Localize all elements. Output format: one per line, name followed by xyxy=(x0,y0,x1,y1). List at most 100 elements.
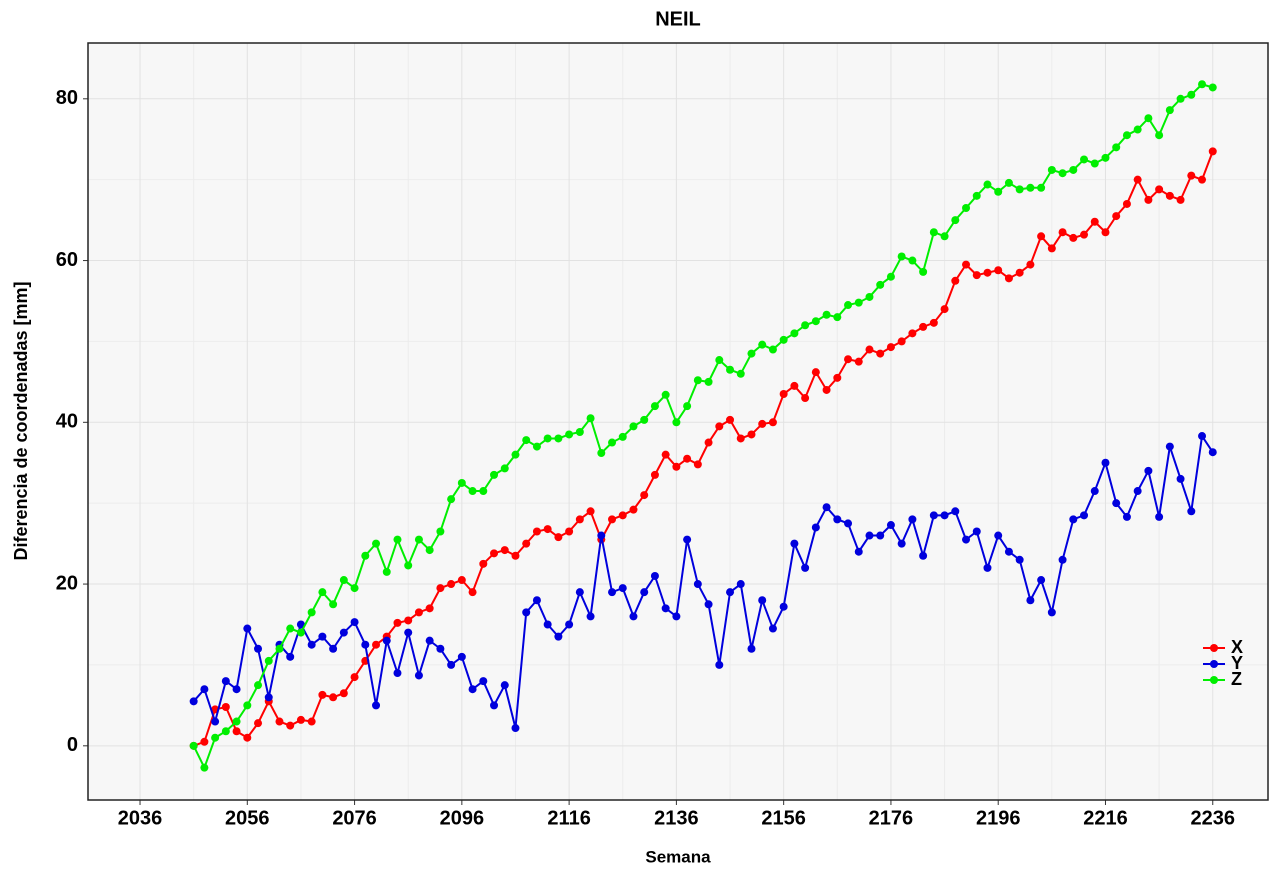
data-point xyxy=(1122,131,1131,140)
data-point xyxy=(1090,487,1099,496)
data-point xyxy=(726,365,735,374)
data-point xyxy=(575,588,584,597)
data-point xyxy=(1004,274,1013,283)
y-tick-label: 60 xyxy=(56,249,78,271)
data-point xyxy=(543,525,552,534)
data-point xyxy=(307,717,316,726)
data-point xyxy=(382,636,391,645)
data-point xyxy=(1144,466,1153,475)
data-point xyxy=(232,685,241,694)
data-point xyxy=(629,612,638,621)
data-point xyxy=(779,335,788,344)
data-point xyxy=(983,563,992,572)
x-tick-label: 2076 xyxy=(332,807,377,829)
data-point xyxy=(833,373,842,382)
data-point xyxy=(1090,159,1099,168)
data-point xyxy=(833,515,842,524)
data-point xyxy=(1069,233,1078,242)
data-point xyxy=(972,271,981,280)
data-point xyxy=(500,681,509,690)
data-point xyxy=(586,507,595,516)
data-point xyxy=(822,385,831,394)
data-point xyxy=(790,329,799,338)
data-point xyxy=(1155,131,1164,140)
data-point xyxy=(565,430,574,439)
data-point xyxy=(1198,175,1207,184)
data-point xyxy=(404,561,413,570)
data-point xyxy=(747,430,756,439)
data-point xyxy=(886,272,895,281)
data-point xyxy=(854,298,863,307)
data-point xyxy=(919,322,928,331)
data-point xyxy=(1058,228,1067,237)
data-point xyxy=(532,442,541,451)
data-point xyxy=(1080,511,1089,520)
data-point xyxy=(532,527,541,536)
data-point xyxy=(1069,515,1078,524)
data-point xyxy=(994,187,1003,196)
data-point xyxy=(650,402,659,411)
data-point xyxy=(704,600,713,609)
data-point xyxy=(715,422,724,431)
x-tick-label: 2036 xyxy=(118,807,163,829)
data-point xyxy=(586,612,595,621)
data-point xyxy=(393,669,402,678)
data-point xyxy=(296,715,305,724)
data-point xyxy=(511,551,520,560)
data-point xyxy=(897,539,906,548)
data-point xyxy=(1165,191,1174,200)
data-point xyxy=(372,539,381,548)
data-point xyxy=(1058,555,1067,564)
data-point xyxy=(865,292,874,301)
data-point xyxy=(768,345,777,354)
data-point xyxy=(1058,169,1067,178)
data-point xyxy=(1208,448,1217,457)
y-tick-label: 80 xyxy=(56,87,78,109)
data-point xyxy=(919,551,928,560)
data-point xyxy=(468,487,477,496)
data-point xyxy=(672,418,681,427)
data-point xyxy=(919,267,928,276)
data-point xyxy=(929,228,938,237)
data-point xyxy=(736,580,745,589)
data-point xyxy=(1122,199,1131,208)
data-point xyxy=(951,507,960,516)
data-point xyxy=(243,624,252,633)
data-point xyxy=(1133,175,1142,184)
data-point xyxy=(886,521,895,530)
data-point xyxy=(264,693,273,702)
data-point xyxy=(983,180,992,189)
data-point xyxy=(747,644,756,653)
data-point xyxy=(929,511,938,520)
data-point xyxy=(940,232,949,241)
data-point xyxy=(618,584,627,593)
data-point xyxy=(189,741,198,750)
data-point xyxy=(672,612,681,621)
data-point xyxy=(232,727,241,736)
data-point xyxy=(886,343,895,352)
data-point xyxy=(543,620,552,629)
data-point xyxy=(1047,165,1056,174)
data-point xyxy=(329,600,338,609)
data-point xyxy=(457,478,466,487)
data-point xyxy=(618,511,627,520)
y-tick-label: 20 xyxy=(56,572,78,594)
x-tick-label: 2196 xyxy=(976,807,1021,829)
x-tick-label: 2056 xyxy=(225,807,270,829)
data-point xyxy=(865,345,874,354)
legend-label: X xyxy=(1231,637,1243,657)
data-point xyxy=(575,515,584,524)
data-point xyxy=(200,685,209,694)
data-point xyxy=(329,693,338,702)
x-tick-label: 2136 xyxy=(654,807,699,829)
legend-marker xyxy=(1210,644,1218,652)
data-point xyxy=(951,276,960,285)
data-point xyxy=(650,571,659,580)
data-point xyxy=(865,531,874,540)
data-point xyxy=(768,624,777,633)
data-point xyxy=(457,652,466,661)
data-point xyxy=(1101,458,1110,467)
data-point xyxy=(318,690,327,699)
data-point xyxy=(211,717,220,726)
data-point xyxy=(522,608,531,617)
